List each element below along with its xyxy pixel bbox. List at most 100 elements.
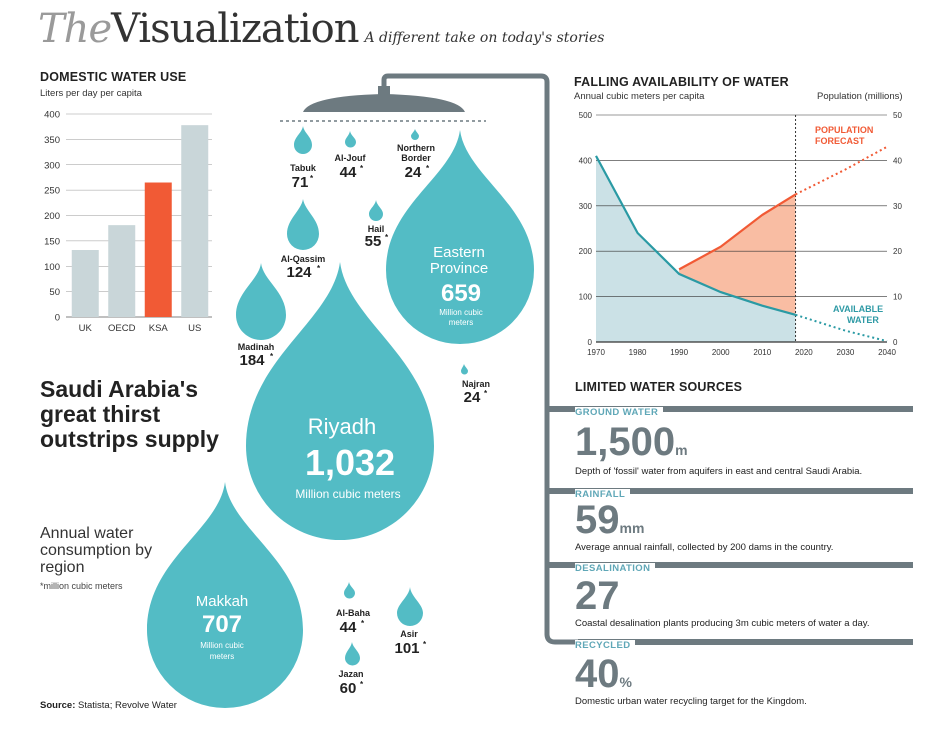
masthead-tagline: A different take on today's stories — [364, 30, 605, 46]
al-qassim-asterisk: * — [317, 264, 321, 273]
ground-water-desc: Depth of 'fossil' water from aquifers in… — [575, 466, 863, 477]
eastern-name-2: Province — [430, 260, 488, 277]
hail-asterisk: * — [385, 233, 389, 242]
domestic-title: DOMESTIC WATER USE — [40, 70, 187, 84]
al-baha-value: 44 — [340, 619, 357, 636]
tabuk-value: 71 — [292, 174, 309, 191]
bar-y-tick-label: 150 — [44, 236, 60, 247]
avail-x-tick-label: 2040 — [878, 348, 896, 357]
northern-border-value: 24 — [405, 164, 422, 181]
shower-head — [303, 94, 465, 112]
bar-y-tick-label: 250 — [44, 186, 60, 197]
avail-right-tick-label: 10 — [893, 293, 902, 302]
desalination-value: 27 — [575, 574, 620, 618]
desalination-desc: Coastal desalination plants producing 3m… — [575, 618, 870, 629]
riyadh-name: Riyadh — [308, 414, 376, 439]
drop-jazan — [345, 642, 360, 666]
recycled-label: RECYCLED — [575, 640, 636, 651]
headline: Saudi Arabia's great thirst outstrips su… — [40, 376, 219, 452]
availability-right-unit: Population (millions) — [817, 91, 903, 102]
connector-recycled — [578, 639, 913, 645]
desalination-label: DESALINATION — [575, 563, 656, 574]
rainfall-value: 59mm — [575, 498, 645, 542]
bar-y-tick-label: 50 — [49, 287, 60, 298]
northern-border-name-2: Border — [401, 153, 431, 163]
drop-makkah — [147, 482, 303, 708]
available-water-forecast-line — [795, 313, 888, 343]
bar-x-tick-label: UK — [79, 323, 93, 334]
bar-y-tick-label: 300 — [44, 160, 60, 171]
population-forecast-label-1: POPULATION — [815, 125, 873, 135]
avail-left-tick-label: 400 — [579, 156, 593, 165]
makkah-unit-1: Million cubic — [200, 641, 244, 650]
eastern-unit-1: Million cubic — [439, 308, 483, 317]
drop-madinah — [236, 263, 286, 340]
water-area — [596, 155, 796, 342]
makkah-unit-2: meters — [210, 652, 234, 661]
drop-northern-border — [411, 129, 419, 140]
connector-ground-water — [548, 406, 913, 412]
pipe — [381, 73, 578, 645]
drop-al-qassim — [287, 199, 319, 250]
limited-title: LIMITED WATER SOURCES — [575, 380, 743, 394]
tabuk-asterisk: * — [310, 174, 314, 183]
avail-x-tick-label: 1980 — [629, 348, 647, 357]
availability-chart: POPULATION FORECAST AVAILABLE WATER 0100… — [579, 111, 903, 357]
avail-right-tick-label: 20 — [893, 247, 902, 256]
bar-y-tick-label: 0 — [55, 313, 60, 324]
avail-x-tick-label: 2000 — [712, 348, 730, 357]
northern-border-name-1: Northern — [397, 143, 435, 153]
drop-asir — [397, 587, 423, 626]
drop-hail — [369, 200, 383, 221]
masthead-the: The — [38, 6, 112, 52]
najran-name: Najran — [462, 379, 490, 389]
source-label: Source: — [40, 700, 76, 711]
avail-right-tick-label: 0 — [893, 338, 898, 347]
al-baha-name: Al-Baha — [336, 608, 371, 618]
availability-title: FALLING AVAILABILITY OF WATER — [574, 75, 789, 89]
source-text: Statista; Revolve Water — [75, 700, 177, 711]
bar-ksa — [144, 182, 172, 317]
source: Source: Statista; Revolve Water — [40, 700, 177, 711]
domestic-subtitle: Liters per day per capita — [40, 88, 142, 99]
gap-area — [679, 194, 796, 315]
al-jouf-name: Al-Jouf — [335, 153, 367, 163]
connector-rainfall — [548, 488, 913, 494]
najran-asterisk: * — [484, 389, 488, 398]
eastern-unit-2: meters — [449, 318, 473, 327]
ground-water-value: 1,500m — [575, 420, 688, 464]
connector-desalination — [548, 562, 913, 568]
avail-x-tick-label: 1970 — [587, 348, 605, 357]
avail-right-tick-label: 40 — [893, 156, 902, 165]
drop-tabuk — [294, 126, 312, 154]
masthead-visualization: Visualization — [111, 6, 359, 52]
ground-water-label: GROUND WATER — [575, 407, 664, 418]
avail-x-tick-label: 1990 — [670, 348, 688, 357]
hail-value: 55 — [365, 233, 382, 250]
available-water-label-2: WATER — [847, 315, 879, 325]
population-forecast-line — [795, 145, 888, 196]
jazan-asterisk: * — [360, 680, 364, 689]
eastern-value: 659 — [441, 280, 481, 307]
riyadh-value: 1,032 — [305, 442, 395, 483]
annual-consumption-note: *million cubic meters — [40, 581, 123, 591]
drop-najran — [461, 364, 468, 375]
bar-y-tick-label: 400 — [44, 110, 60, 121]
avail-left-tick-label: 100 — [579, 293, 593, 302]
avail-left-tick-label: 500 — [579, 111, 593, 120]
asir-asterisk: * — [423, 640, 427, 649]
rainfall-label: RAINFALL — [575, 489, 631, 500]
drop-al-jouf — [345, 131, 356, 148]
avail-x-tick-label: 2030 — [837, 348, 855, 357]
al-qassim-value: 124 — [286, 264, 312, 281]
drop-riyadh — [246, 262, 434, 540]
masthead: TheVisualization A different take on toda… — [38, 6, 604, 52]
avail-left-tick-label: 200 — [579, 247, 593, 256]
eastern-name-1: Eastern — [433, 244, 485, 261]
najran-value: 24 — [464, 389, 481, 406]
makkah-value: 707 — [202, 611, 242, 638]
al-qassim-name: Al-Qassim — [281, 254, 326, 264]
bar-y-tick-label: 350 — [44, 135, 60, 146]
avail-left-tick-label: 0 — [588, 338, 593, 347]
